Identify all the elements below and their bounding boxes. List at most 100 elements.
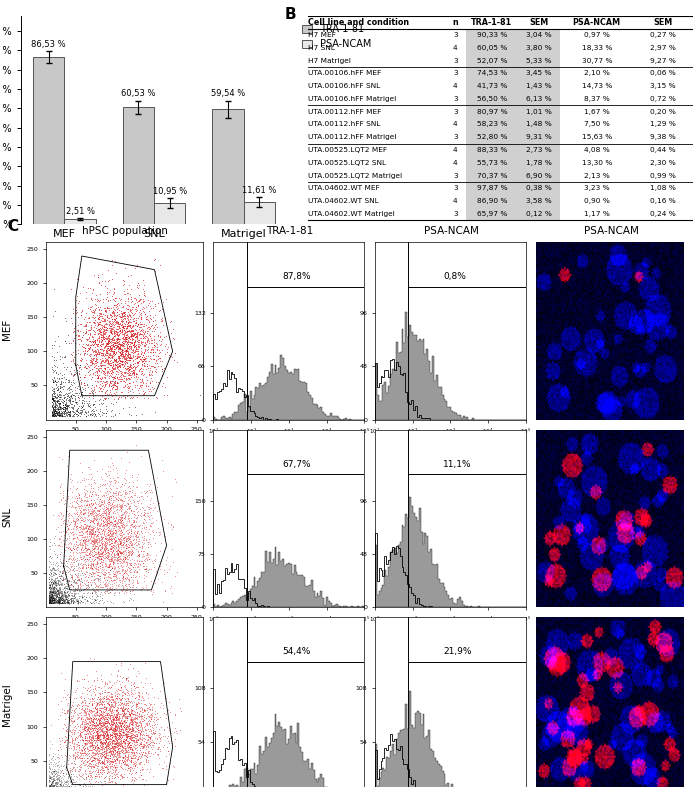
Point [74, 764, 85, 777]
Point [94, 325, 106, 338]
Point [101, 323, 112, 335]
Point [80, 717, 92, 730]
Point [95, 375, 106, 387]
Point [113, 737, 125, 749]
Point [62, 785, 74, 787]
Point [113, 716, 124, 729]
Point [108, 746, 119, 759]
Point [102, 729, 113, 741]
Point [132, 550, 143, 563]
Text: UTA.04602.WT SNL: UTA.04602.WT SNL [308, 198, 379, 205]
Point [48, 582, 60, 594]
Point [68, 495, 79, 508]
Point [135, 735, 146, 748]
Point [125, 320, 136, 332]
Point [106, 364, 118, 377]
Point [48, 769, 60, 781]
Point [118, 715, 130, 727]
Point [120, 745, 132, 758]
Point [75, 696, 86, 709]
Point [97, 538, 108, 550]
Point [113, 320, 124, 332]
Point [93, 549, 104, 562]
Point [92, 766, 104, 778]
Point [154, 352, 165, 364]
Point [78, 371, 90, 383]
Point [66, 593, 77, 606]
Point [125, 743, 136, 756]
Point [64, 580, 76, 593]
Point [60, 588, 71, 600]
Point [119, 758, 130, 770]
Point [102, 550, 113, 563]
Point [101, 752, 112, 765]
Point [127, 581, 138, 593]
Point [94, 536, 105, 549]
Point [85, 744, 96, 756]
Point [49, 590, 60, 603]
Point [90, 540, 101, 552]
Point [133, 690, 144, 703]
Point [69, 551, 80, 563]
Point [131, 334, 142, 347]
Point [50, 577, 62, 589]
Point [130, 516, 141, 529]
Point [55, 375, 66, 387]
Point [98, 758, 109, 770]
Point [74, 726, 85, 739]
Point [118, 545, 130, 557]
Point [104, 689, 115, 702]
Point [95, 741, 106, 753]
Point [102, 733, 113, 745]
Point [138, 331, 149, 344]
Point [138, 273, 149, 286]
Point [94, 308, 106, 320]
Point [122, 360, 133, 373]
Point [63, 597, 74, 610]
Point [71, 692, 82, 704]
Point [106, 325, 117, 338]
Point [66, 737, 78, 749]
Point [63, 401, 74, 413]
Point [86, 523, 97, 535]
Point [82, 514, 93, 527]
Point [104, 538, 115, 551]
Point [116, 512, 127, 524]
Point [116, 724, 127, 737]
Point [108, 378, 120, 390]
Point [161, 708, 172, 720]
Point [159, 738, 170, 751]
Point [84, 301, 95, 313]
Point [52, 783, 63, 787]
Point [101, 345, 112, 357]
Point [118, 375, 130, 387]
Point [160, 534, 171, 546]
Point [144, 532, 155, 545]
Point [133, 334, 144, 346]
Point [137, 733, 148, 745]
Point [110, 763, 121, 776]
Point [98, 520, 109, 533]
Point [125, 755, 136, 767]
Point [55, 582, 66, 594]
Point [134, 491, 145, 504]
Point [132, 560, 144, 573]
Point [46, 767, 57, 780]
Point [58, 408, 69, 420]
Point [152, 341, 163, 353]
Point [122, 551, 133, 563]
Point [84, 408, 95, 421]
Point [99, 333, 110, 345]
Point [64, 394, 75, 407]
Point [74, 763, 85, 775]
Point [120, 702, 132, 715]
Point [48, 593, 60, 606]
Point [78, 326, 89, 338]
Point [102, 740, 113, 752]
Point [76, 739, 88, 752]
Point [63, 408, 74, 421]
Point [121, 320, 132, 333]
Point [109, 732, 120, 745]
Point [121, 567, 132, 580]
Point [120, 315, 131, 327]
